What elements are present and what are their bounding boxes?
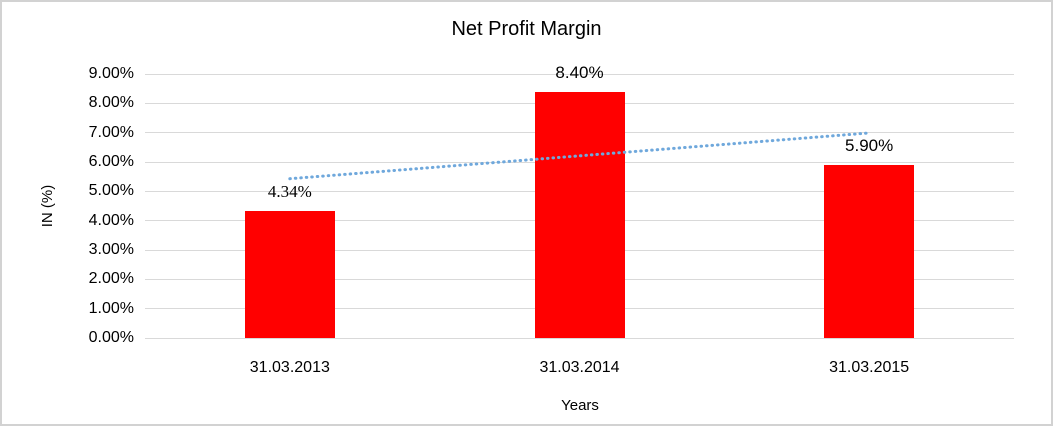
y-tick-label: 8.00% (88, 94, 134, 112)
gridline (145, 73, 1014, 75)
gridline (145, 337, 1014, 339)
y-tick-label: 7.00% (88, 123, 134, 141)
data-label: 8.40% (555, 62, 604, 82)
chart-title: Net Profit Margin (451, 18, 602, 40)
y-tick-label: 0.00% (88, 329, 134, 346)
y-tick-label: 3.00% (88, 241, 134, 258)
x-tick-label: 31.03.2014 (539, 359, 620, 376)
y-tick-label: 2.00% (88, 270, 134, 288)
x-axis-title: Years (561, 397, 599, 414)
data-label: 5.90% (845, 135, 894, 155)
bar (244, 210, 335, 338)
x-tick-label: 31.03.2013 (249, 359, 330, 376)
y-tick-label: 1.00% (88, 299, 134, 317)
x-tick-label: 31.03.2015 (829, 359, 910, 376)
y-tick-label: 4.00% (88, 211, 134, 229)
y-tick-label: 9.00% (88, 65, 134, 82)
y-tick-label: 6.00% (88, 153, 134, 170)
bar (824, 164, 915, 338)
y-tick-label: 5.00% (88, 182, 134, 200)
bar (534, 91, 625, 338)
data-label: 4.34% (267, 181, 312, 201)
